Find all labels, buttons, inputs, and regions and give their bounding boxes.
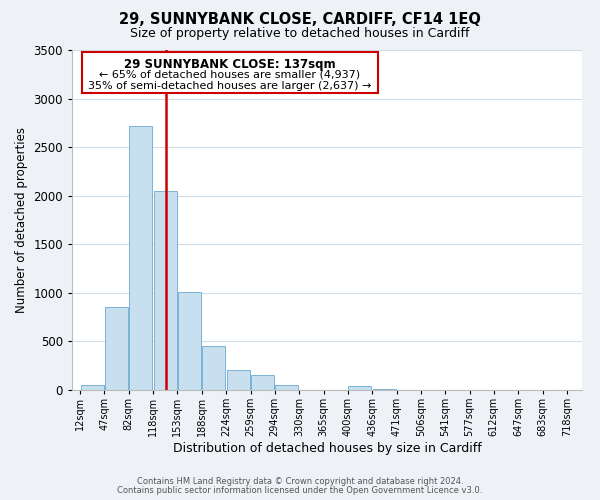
X-axis label: Distribution of detached houses by size in Cardiff: Distribution of detached houses by size … bbox=[173, 442, 481, 455]
Bar bbox=[202, 346, 226, 390]
Bar bbox=[105, 308, 128, 390]
Text: Contains HM Land Registry data © Crown copyright and database right 2024.: Contains HM Land Registry data © Crown c… bbox=[137, 477, 463, 486]
Text: 29 SUNNYBANK CLOSE: 137sqm: 29 SUNNYBANK CLOSE: 137sqm bbox=[124, 58, 335, 71]
Bar bbox=[251, 376, 274, 390]
FancyBboxPatch shape bbox=[82, 52, 378, 92]
Bar bbox=[227, 370, 250, 390]
Bar bbox=[373, 388, 396, 390]
Text: 29, SUNNYBANK CLOSE, CARDIFF, CF14 1EQ: 29, SUNNYBANK CLOSE, CARDIFF, CF14 1EQ bbox=[119, 12, 481, 28]
Bar bbox=[348, 386, 371, 390]
Y-axis label: Number of detached properties: Number of detached properties bbox=[15, 127, 28, 313]
Bar bbox=[154, 191, 177, 390]
Text: Size of property relative to detached houses in Cardiff: Size of property relative to detached ho… bbox=[130, 28, 470, 40]
Bar bbox=[80, 385, 104, 390]
Bar bbox=[275, 384, 298, 390]
Text: ← 65% of detached houses are smaller (4,937): ← 65% of detached houses are smaller (4,… bbox=[99, 70, 361, 80]
Text: 35% of semi-detached houses are larger (2,637) →: 35% of semi-detached houses are larger (… bbox=[88, 80, 371, 90]
Bar bbox=[178, 292, 201, 390]
Bar bbox=[129, 126, 152, 390]
Text: Contains public sector information licensed under the Open Government Licence v3: Contains public sector information licen… bbox=[118, 486, 482, 495]
